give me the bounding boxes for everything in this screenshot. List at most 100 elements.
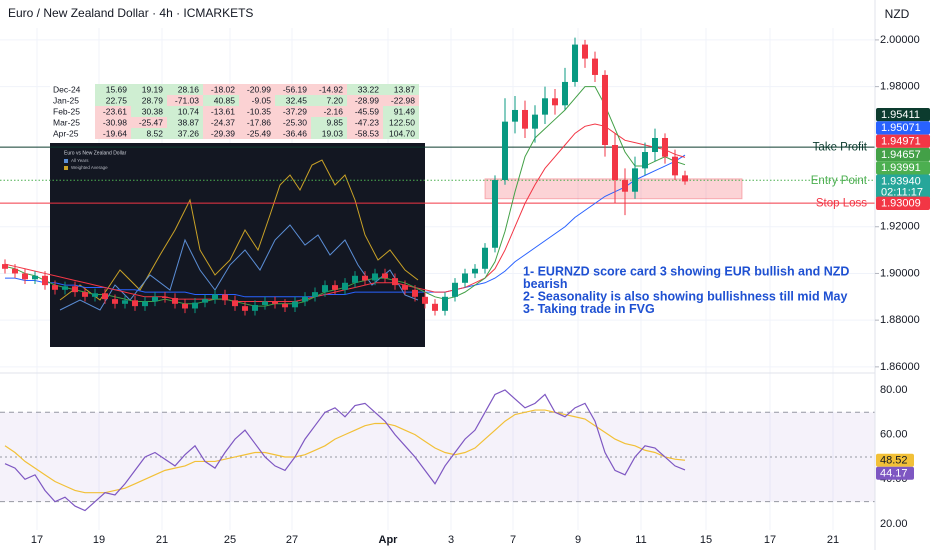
fvg-zone [484, 178, 743, 200]
table-value: 19.03 [322, 128, 344, 138]
x-tick-label: 21 [156, 534, 168, 546]
table-cell [239, 106, 275, 117]
candle-body [32, 275, 38, 280]
table-cell [275, 84, 311, 95]
candle-body [282, 303, 288, 308]
candle-body [232, 300, 238, 307]
table-cell [275, 128, 311, 139]
candle-body [62, 286, 68, 290]
chart-title: Euro / New Zealand Dollar · 4h · ICMARKE… [8, 6, 253, 20]
inset-title: Euro vs New Zealand Dollar [64, 150, 127, 156]
candle-body [582, 44, 588, 59]
annotation-text: 2- Seasonality is also showing bullishne… [523, 289, 847, 303]
rsi-tick-label: 80.00 [880, 384, 908, 396]
table-value: 19.19 [142, 84, 164, 94]
table-cell [383, 95, 419, 106]
table-value: -58.53 [355, 128, 379, 138]
candle-body [192, 302, 198, 309]
price-tag-label: 1.95071 [881, 122, 921, 134]
candle-body [502, 121, 508, 181]
rsi-ma-line [4, 409, 686, 494]
inset-line [59, 224, 419, 311]
candle-body [352, 275, 358, 283]
candle-body [222, 294, 228, 301]
y-tick-label: 1.90000 [880, 267, 920, 279]
table-cell [239, 117, 275, 128]
x-tick-label: 15 [700, 534, 712, 546]
candle-body [142, 301, 148, 307]
table-cell [239, 84, 275, 95]
table-value: 28.79 [142, 95, 164, 105]
level-label: Entry Point [811, 175, 868, 187]
price-tag [876, 147, 930, 162]
table-value: -36.46 [283, 128, 307, 138]
candle-body [172, 297, 178, 304]
candle-body [482, 247, 488, 269]
candle-body [512, 109, 518, 122]
table-cell [347, 106, 383, 117]
y-tick-label: 1.98000 [880, 81, 920, 93]
y-tick-label: 1.92000 [880, 221, 920, 233]
price-tag [876, 134, 930, 148]
annotation-text: bearish [523, 277, 567, 291]
table-value: -25.47 [139, 117, 163, 127]
table-value: -25.49 [247, 128, 271, 138]
level-label: Stop Loss [816, 198, 867, 210]
level-label: Take Profit [813, 142, 868, 154]
candle-body [372, 273, 378, 281]
candle-body [12, 268, 18, 274]
inset-legend-swatch [64, 159, 68, 163]
table-cell [50, 95, 95, 106]
table-cell [95, 84, 131, 95]
table-value: -20.99 [247, 84, 271, 94]
x-tick-label: 3 [448, 534, 454, 546]
table-value: -45.59 [355, 106, 379, 116]
candle-body [592, 58, 598, 75]
table-cell [275, 117, 311, 128]
candle-body [452, 282, 458, 297]
candle-body [672, 156, 678, 176]
rsi-tag-label: 44.17 [880, 468, 908, 480]
table-cell [203, 106, 239, 117]
table-cell [383, 128, 419, 139]
price-tag-label: 1.93991 [881, 162, 921, 174]
rsi-tag [876, 466, 914, 480]
table-cell [167, 106, 203, 117]
candle-body [662, 137, 668, 157]
candle-body [612, 145, 618, 181]
candle-body [552, 98, 558, 106]
candle-body [92, 293, 98, 297]
table-cell [347, 95, 383, 106]
table-value: -14.92 [319, 84, 343, 94]
y-tick-label: 1.88000 [880, 314, 920, 326]
x-tick-label: 25 [224, 534, 236, 546]
rsi-tag [876, 453, 914, 467]
table-cell [131, 128, 167, 139]
table-value: 38.87 [178, 117, 200, 127]
table-value: -24.37 [211, 117, 235, 127]
candle-body [332, 285, 338, 290]
table-value: 13.87 [394, 84, 416, 94]
candle-body [72, 286, 78, 293]
x-tick-label: Apr [379, 534, 399, 546]
price-tag [876, 161, 930, 175]
table-row-label: Feb-25 [53, 106, 80, 116]
table-value: 37.26 [178, 128, 200, 138]
y-tick-label: 1.86000 [880, 361, 920, 373]
x-tick-label: 27 [286, 534, 298, 546]
table-row-label: Apr-25 [53, 128, 79, 138]
table-value: -29.39 [211, 128, 235, 138]
candle-body [202, 299, 208, 303]
table-cell [131, 106, 167, 117]
candle-body [122, 300, 128, 304]
table-cell [95, 106, 131, 117]
table-value: -37.29 [283, 106, 307, 116]
table-value: 104.70 [389, 128, 415, 138]
x-tick-label: 7 [510, 534, 516, 546]
candle-body [382, 273, 388, 279]
candle-body [442, 296, 448, 311]
table-cell [239, 128, 275, 139]
candle-body [182, 303, 188, 309]
table-cell [95, 128, 131, 139]
